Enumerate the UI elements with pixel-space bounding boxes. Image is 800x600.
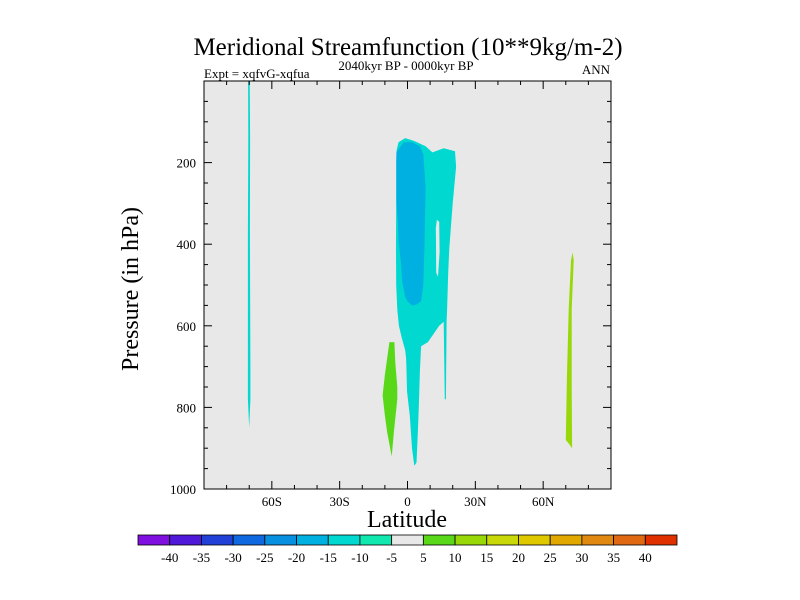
colorbar-swatch — [169, 534, 202, 546]
x-tick-label: 30N — [464, 494, 487, 509]
season-label: ANN — [582, 62, 611, 77]
chart-title: Meridional Streamfunction (10**9kg/m-2) — [193, 34, 622, 61]
x-tick-label: 0 — [404, 494, 411, 509]
contour-region-pos-cell-10S — [382, 342, 398, 457]
colorbar-label: 35 — [607, 550, 620, 565]
colorbar-label: -5 — [386, 550, 397, 565]
y-tick-label: 800 — [177, 400, 197, 415]
colorbar-swatch — [232, 534, 266, 546]
colorbar-label: -25 — [256, 550, 273, 565]
colorbar-swatch — [454, 534, 488, 546]
colorbar-swatch — [391, 534, 424, 546]
y-tick-label: 600 — [177, 319, 197, 334]
colorbar-label: -10 — [351, 550, 368, 565]
experiment-label: Expt = xqfvG-xqfua — [204, 66, 310, 81]
colorbar-swatch — [296, 534, 329, 546]
colorbar-swatch — [518, 534, 551, 546]
colorbar-swatch — [327, 534, 361, 546]
colorbar-label: 20 — [512, 550, 525, 565]
period-label: 2040kyr BP - 0000kyr BP — [338, 58, 473, 73]
colorbar-label: -15 — [320, 550, 337, 565]
colorbar-label: 10 — [449, 550, 462, 565]
plot-area: 60S 30S 0 30N 60N 200 400 600 800 1000 — [170, 80, 612, 509]
colorbar-label: -40 — [161, 550, 178, 565]
y-tick-label: 1000 — [170, 482, 196, 497]
colorbar-label: 25 — [544, 550, 557, 565]
y-axis-label: Pressure (in hPa) — [118, 207, 144, 371]
x-tick-label: 60S — [262, 494, 282, 509]
x-tick-label: 30S — [330, 494, 350, 509]
colorbar-label: -20 — [288, 550, 305, 565]
colorbar-swatch — [549, 534, 583, 546]
y-tick-label: 200 — [177, 156, 197, 171]
colorbar: -40 -35 -30 -25 -20 -15 -10 -5 5 10 15 20 25 30 35 40 — [137, 534, 678, 565]
colorbar-swatch — [486, 534, 519, 546]
colorbar-label: 40 — [639, 550, 652, 565]
y-tick-label: 400 — [177, 237, 197, 252]
contour-region-pos-cell-72N — [565, 252, 574, 449]
contour-region-neg-cell-core-hole — [435, 219, 440, 277]
x-axis-label: Latitude — [367, 507, 447, 533]
colorbar-swatch — [137, 534, 171, 546]
colorbar-label: 5 — [420, 550, 427, 565]
colorbar-label: -30 — [224, 550, 241, 565]
x-tick-label: 60N — [532, 494, 555, 509]
colorbar-swatch — [201, 534, 234, 546]
contour-region-neg-cell-70S — [247, 81, 251, 428]
colorbar-swatch — [264, 534, 297, 546]
colorbar-swatch — [422, 534, 456, 546]
colorbar-swatch — [359, 534, 393, 546]
colorbar-label: 15 — [480, 550, 493, 565]
colorbar-label: 30 — [575, 550, 588, 565]
contour-region-neg-cell-tropics-core — [396, 142, 426, 306]
colorbar-swatch — [581, 534, 614, 546]
colorbar-swatch — [644, 534, 678, 546]
colorbar-swatch — [613, 534, 646, 546]
colorbar-label: -35 — [193, 550, 210, 565]
